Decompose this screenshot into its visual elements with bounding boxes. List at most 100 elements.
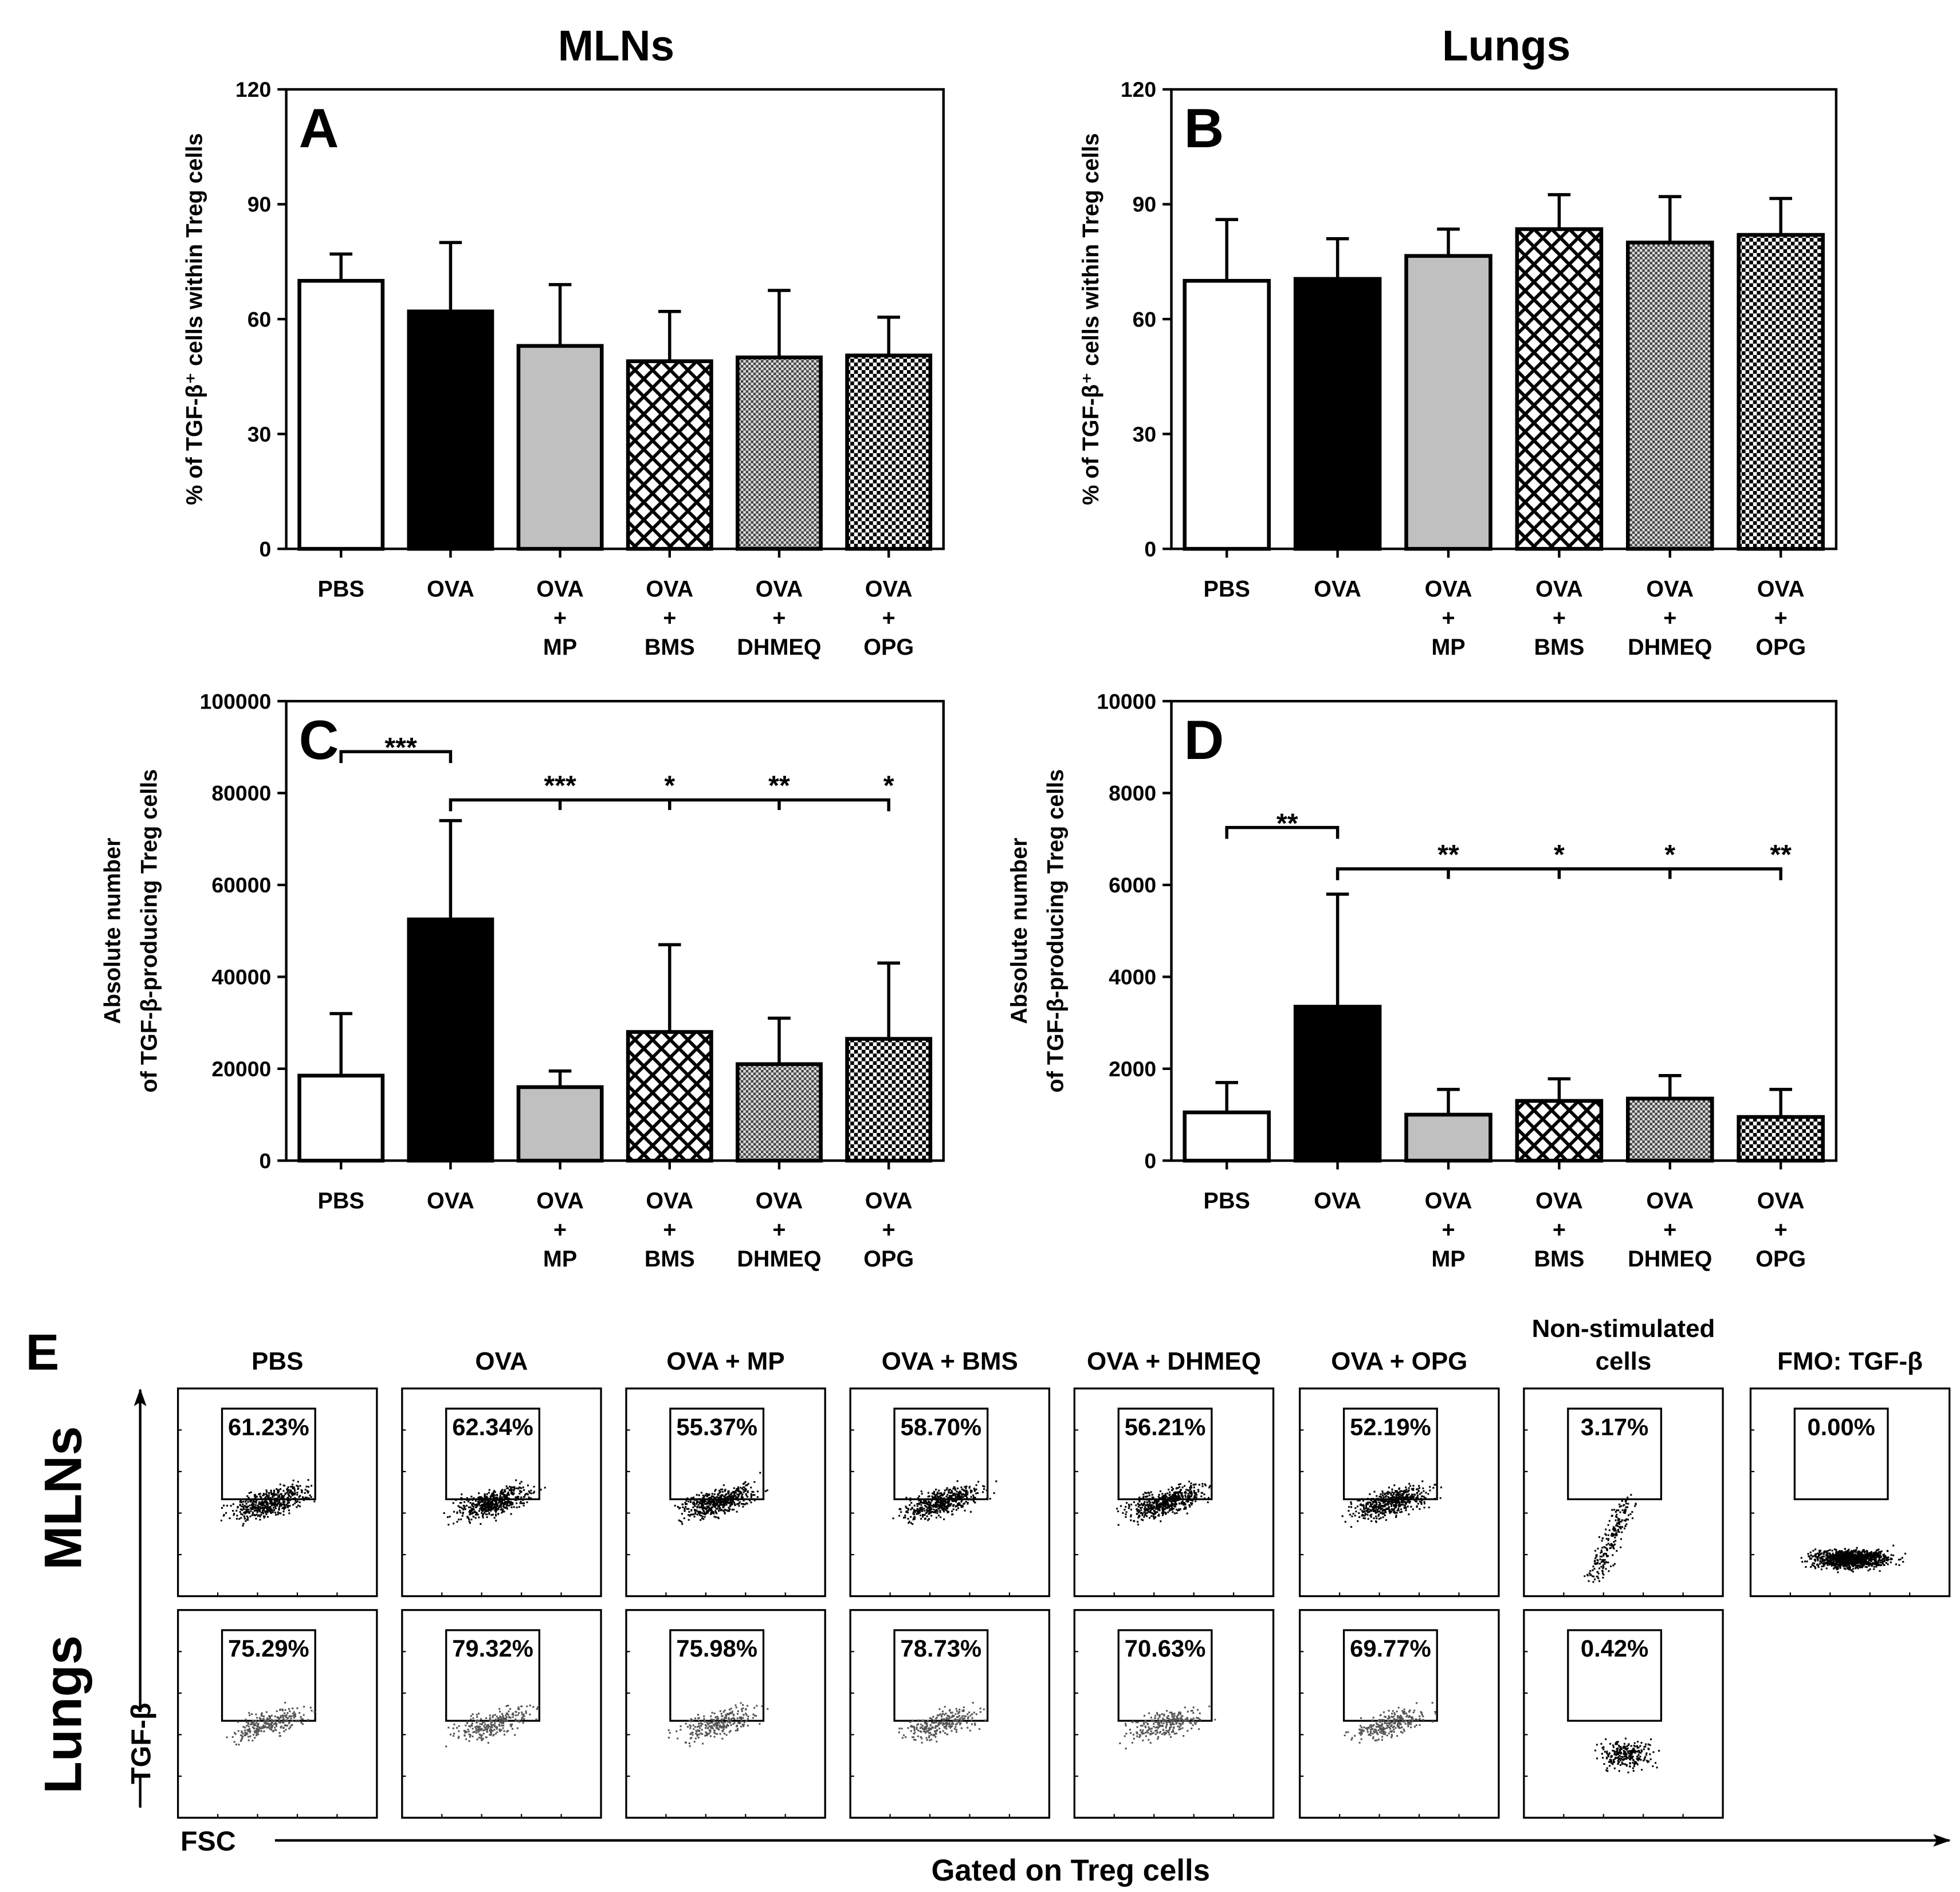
x-category-label: OVA [1757, 577, 1805, 602]
significance-label: ** [768, 770, 790, 801]
bar [1404, 1112, 1492, 1163]
flow-row-label-mlns: MLNs [33, 1426, 92, 1570]
flow-gate [1793, 1407, 1889, 1500]
bar [516, 344, 604, 551]
bar [1404, 254, 1492, 551]
x-category-label: OVA [1314, 1189, 1361, 1214]
y-tick-label: 120 [235, 77, 271, 101]
x-category-label: BMS [645, 635, 695, 660]
x-category-label: OVA [1535, 1189, 1583, 1214]
bar [1626, 1096, 1714, 1163]
panel-e-letter: E [26, 1324, 60, 1380]
x-category-label: + [882, 1217, 895, 1242]
flow-condition-title: OVA + BMS [882, 1347, 1018, 1375]
bar [626, 359, 713, 551]
plot-frame [285, 88, 945, 550]
y-tick-label: 0 [1144, 537, 1156, 561]
y-tick-label: 60 [248, 307, 272, 331]
x-category-label: + [1441, 1217, 1455, 1242]
flow-condition-title: PBS [252, 1347, 303, 1375]
significance-label: *** [544, 770, 576, 801]
column-title-lungs: Lungs [1442, 21, 1570, 69]
x-category-label: OVA [865, 1189, 913, 1214]
flow-gate-percentage: 52.19% [1350, 1413, 1431, 1440]
y-axis-label: Absolute number [100, 838, 125, 1024]
y-tick-label: 30 [1133, 422, 1157, 446]
flow-gate-percentage: 78.73% [901, 1635, 982, 1662]
y-tick-label: 40000 [211, 965, 271, 989]
y-axis-label: % of TGF-β⁺ cells within Treg cells [1078, 133, 1103, 505]
x-category-label: OPG [863, 1246, 914, 1272]
flow-plot-frame [1523, 1387, 1724, 1598]
bar [736, 1062, 823, 1163]
significance-bracket [1225, 825, 1340, 839]
significance-label: * [883, 770, 894, 801]
significance-label: * [1664, 839, 1675, 870]
flow-condition-title: OVA + DHMEQ [1087, 1347, 1261, 1375]
flow-gate-percentage: 58.70% [901, 1413, 982, 1440]
column-title-mlns: MLNs [558, 21, 674, 69]
y-tick-label: 60 [1133, 307, 1157, 331]
y-tick-label: 0 [259, 537, 271, 561]
flow-condition-title: OVA + OPG [1331, 1347, 1467, 1375]
x-category-label: OVA [1646, 1189, 1694, 1214]
flow-events [1116, 1480, 1211, 1526]
flow-events [1344, 1702, 1437, 1744]
flow-events [220, 1479, 316, 1527]
bar [845, 353, 933, 551]
flow-gate-percentage: 75.29% [228, 1635, 309, 1662]
flow-gate [1567, 1407, 1663, 1500]
significance-label: ** [1276, 808, 1298, 839]
flow-gate [669, 1629, 765, 1722]
flow-condition-title: FMO: TGF-β [1777, 1347, 1923, 1375]
x-category-label: OVA [427, 1189, 474, 1214]
significance-label: ** [1437, 839, 1459, 870]
flow-yaxis-label: TGF-β [125, 1703, 156, 1784]
x-category-label: + [882, 605, 895, 631]
flow-gate-percentage: 70.63% [1125, 1635, 1206, 1662]
x-category-label: + [1774, 605, 1788, 631]
flow-gate [1567, 1629, 1663, 1722]
panel-letter: B [1184, 97, 1224, 159]
bar [407, 917, 494, 1163]
panel-letter: A [299, 97, 339, 159]
flow-gate-percentage: 79.32% [452, 1635, 533, 1662]
bar [1626, 241, 1714, 551]
flow-condition-title: Non-stimulated [1532, 1315, 1715, 1343]
flow-plot-frame [625, 1609, 826, 1819]
flow-events [445, 1704, 539, 1748]
x-category-label: + [1441, 605, 1455, 631]
x-category-label: + [1553, 1217, 1566, 1242]
flow-plot: 75.98% [625, 1609, 826, 1819]
y-tick-label: 2000 [1109, 1057, 1156, 1081]
x-category-label: MP [1431, 1246, 1465, 1272]
bar [626, 1030, 713, 1163]
x-category-label: OVA [865, 577, 913, 602]
flow-events [1594, 1737, 1660, 1773]
flow-gate-percentage: 3.17% [1581, 1413, 1648, 1440]
flow-plot: 61.23% [176, 1387, 378, 1598]
x-category-label: OVA [427, 577, 474, 602]
bar [297, 1073, 385, 1163]
x-category-label: OVA [646, 1189, 693, 1214]
x-category-label: OVA [536, 1189, 584, 1214]
y-tick-label: 90 [1133, 192, 1157, 217]
x-category-label: OVA [1425, 1189, 1472, 1214]
x-category-label: + [772, 605, 785, 631]
x-category-label: OPG [1755, 1246, 1806, 1272]
y-tick-label: 90 [248, 192, 272, 217]
panel-b-chart: 0 30 60 90 120 % of TGF-β⁺ cells within Treg … [1078, 77, 1838, 660]
panel-letter: C [299, 709, 339, 771]
x-category-label: BMS [645, 1246, 695, 1272]
significance-label: ** [1770, 839, 1792, 870]
flow-plot-frame [176, 1609, 378, 1819]
flow-plot: 0.42% [1523, 1609, 1724, 1819]
significance-label: * [664, 770, 675, 801]
x-category-label: OVA [646, 577, 693, 602]
plot-frame [285, 699, 945, 1162]
panel-e-flow: E MLNs Lungs TGF-β FSC Gated on Treg cel… [26, 1315, 1951, 1887]
bar [1293, 1005, 1382, 1163]
panel-a-chart: 0 30 60 90 120 % of TGF-β⁺ cells within Treg … [182, 77, 945, 660]
y-tick-label: 4000 [1109, 965, 1156, 989]
